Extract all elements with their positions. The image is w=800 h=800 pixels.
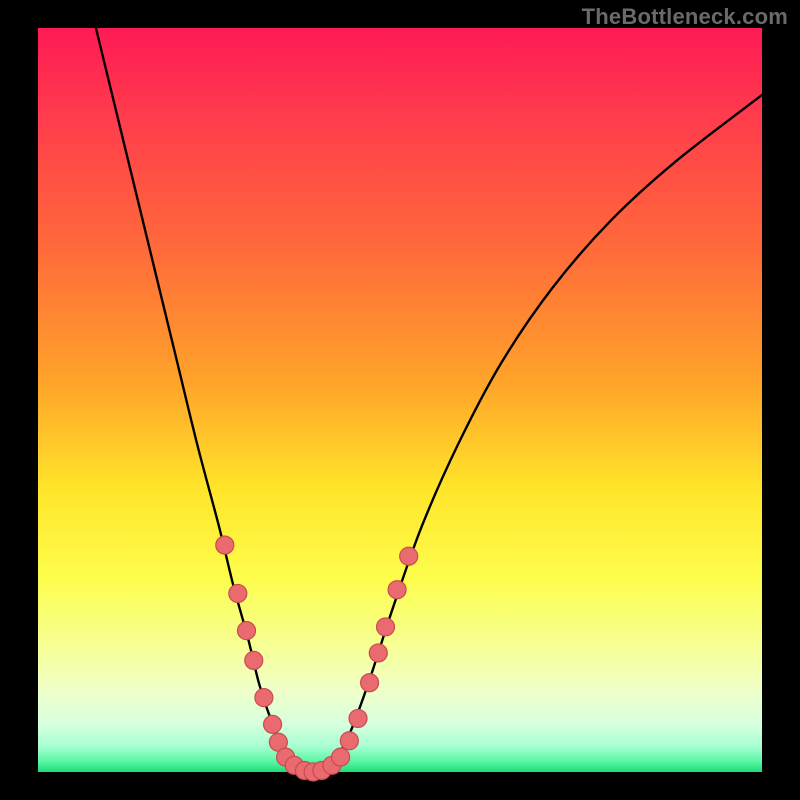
chart-container: TheBottleneck.com bbox=[0, 0, 800, 800]
data-point-marker bbox=[238, 622, 256, 640]
data-point-marker bbox=[245, 651, 263, 669]
data-point-marker bbox=[369, 644, 387, 662]
data-point-marker bbox=[264, 715, 282, 733]
data-point-marker bbox=[255, 689, 273, 707]
data-point-marker bbox=[340, 732, 358, 750]
data-point-marker bbox=[361, 674, 379, 692]
data-point-marker bbox=[388, 581, 406, 599]
data-point-marker bbox=[377, 618, 395, 636]
watermark-text: TheBottleneck.com bbox=[582, 4, 788, 30]
data-point-marker bbox=[400, 547, 418, 565]
data-point-marker bbox=[229, 584, 247, 602]
plot-background bbox=[38, 28, 762, 772]
chart-svg bbox=[0, 0, 800, 800]
data-point-marker bbox=[349, 709, 367, 727]
data-point-marker bbox=[332, 748, 350, 766]
data-point-marker bbox=[216, 536, 234, 554]
